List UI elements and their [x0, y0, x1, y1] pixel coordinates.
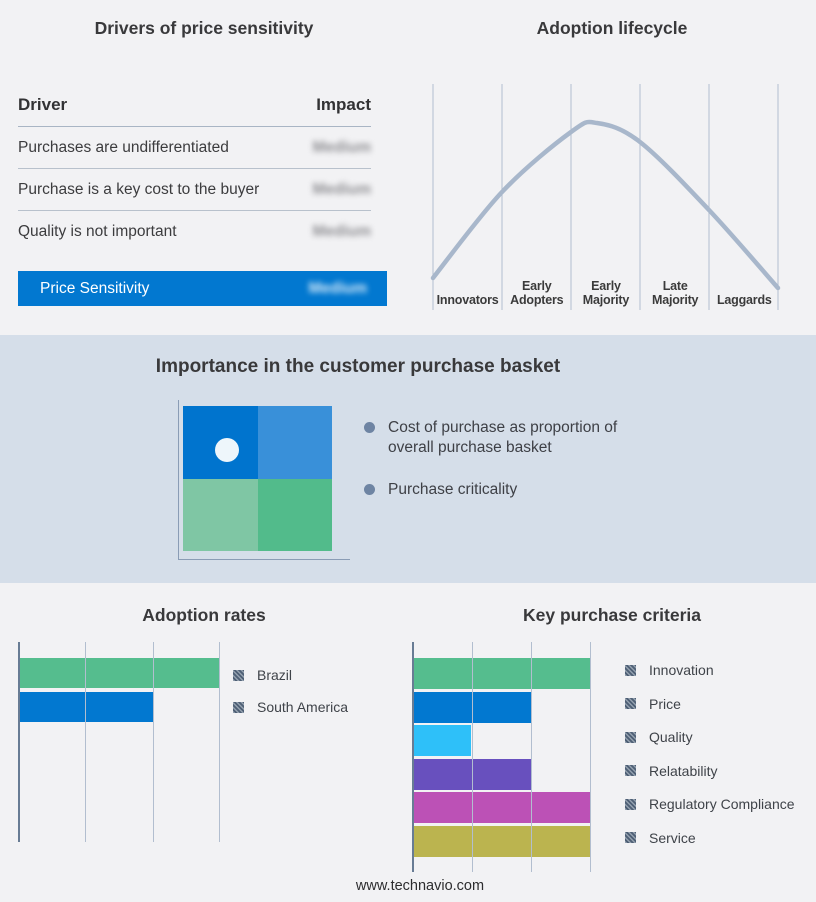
quadrant-cell-bottom-right — [257, 478, 332, 551]
lifecycle-title: Adoption lifecycle — [536, 18, 688, 38]
hatched-legend-marker-icon — [625, 832, 636, 843]
legend-item-south-america: South America — [233, 697, 348, 717]
driver-cell: Purchase is a key cost to the buyer — [18, 181, 260, 198]
purchase-basket-section: Importance in the customer purchase bask… — [0, 335, 816, 583]
legend-item-innovation: Innovation — [625, 660, 795, 680]
quadrant-grid — [183, 406, 332, 551]
bullet-text: Cost of purchase as proportion of overal… — [388, 419, 618, 456]
legend-label: Regulatory Compliance — [649, 796, 795, 812]
bullet-text: Purchase criticality — [388, 480, 518, 498]
stage-label-early-adopters: Early Adopters — [510, 279, 564, 307]
purchase-basket-quadrant-chart — [178, 400, 358, 570]
price-sensitivity-highlight-row: Price Sensitivity Medium — [18, 271, 387, 306]
legend-label: South America — [257, 699, 349, 715]
chart-gridline — [219, 642, 220, 842]
legend-item-relatability: Relatability — [625, 761, 795, 781]
table-row: Quality is not important Medium — [18, 211, 371, 252]
key-criteria-legend: Innovation Price Quality Relatability Regula… — [625, 660, 795, 848]
basket-title: Importance in the customer purchase bask… — [155, 356, 561, 377]
driver-column-header: Driver — [18, 95, 68, 114]
hatched-legend-marker-icon — [625, 731, 636, 743]
adoption-rates-bar-chart — [18, 642, 220, 842]
position-marker-dot — [215, 438, 239, 462]
bullet-item: Cost of purchase as proportion of overal… — [364, 418, 636, 458]
quadrant-cell-top-right — [257, 406, 332, 479]
impact-cell-blurred: Medium — [312, 181, 371, 198]
stage-label-late-majority: Late Majority — [651, 279, 699, 307]
website-url: www.technavio.com — [355, 878, 485, 894]
hatched-legend-marker-icon — [233, 669, 244, 681]
key-criteria-title: Key purchase criteria — [522, 605, 701, 625]
legend-label: Quality — [649, 729, 693, 745]
driver-cell: Purchases are undifferentiated — [18, 139, 229, 156]
chart-axis-line — [412, 642, 414, 872]
price-sensitivity-label: Price Sensitivity — [40, 279, 150, 297]
legend-item-quality: Quality — [625, 727, 795, 747]
chart-gridline — [590, 642, 591, 872]
bell-curve-plot — [430, 84, 781, 310]
driver-cell: Quality is not important — [18, 223, 177, 240]
drivers-panel: Drivers of price sensitivity Driver Impa… — [0, 0, 408, 335]
impact-cell-blurred: Medium — [312, 139, 371, 156]
adoption-rates-title: Adoption rates — [142, 605, 266, 625]
bullet-dot-icon — [364, 422, 375, 433]
drivers-table: Driver Impact Purchases are undifferenti… — [18, 95, 371, 252]
adoption-lifecycle-chart: Innovators Early Adopters Early Majority… — [408, 82, 816, 312]
hatched-legend-marker-icon — [625, 664, 636, 676]
adoption-bell-curve — [430, 119, 781, 291]
chart-gridline — [531, 642, 533, 872]
table-row: Purchase is a key cost to the buyer Medi… — [18, 169, 371, 211]
chart-gridline — [471, 642, 473, 872]
bullet-item: Purchase criticality — [364, 480, 636, 500]
bullet-dot-icon — [364, 483, 375, 495]
bar-regulatory-compliance — [412, 792, 591, 824]
impact-cell-blurred: Medium — [308, 279, 367, 297]
bar-brazil — [18, 658, 220, 688]
quadrant-y-axis — [178, 400, 179, 560]
hatched-legend-marker-icon — [233, 701, 244, 713]
legend-item-price: Price — [625, 694, 795, 714]
legend-item-regulatory-compliance: Regulatory Compliance — [625, 794, 795, 814]
impact-column-header: Impact — [316, 95, 371, 114]
legend-item-service: Service — [625, 828, 795, 848]
key-criteria-bar-chart — [412, 642, 591, 872]
legend-label: Service — [649, 829, 696, 846]
bar-innovation — [412, 658, 591, 689]
bottom-section: Adoption rates Brazil South America Key p… — [0, 583, 816, 902]
hatched-legend-marker-icon — [625, 698, 636, 709]
bar-service — [412, 826, 591, 857]
key-criteria-panel: Key purchase criteria Innovation Price Qua… — [408, 583, 816, 902]
quadrant-cell-bottom-left — [183, 478, 258, 551]
legend-label: Brazil — [257, 667, 293, 683]
adoption-lifecycle-panel: Adoption lifecycle Innovators Early Adop… — [408, 0, 816, 335]
stage-label-innovators: Innovators — [436, 293, 499, 307]
stage-label-early-majority: Early Majority — [582, 279, 630, 307]
hatched-legend-marker-icon — [625, 765, 636, 776]
quadrant-x-axis — [178, 559, 350, 560]
legend-item-brazil: Brazil — [233, 665, 348, 685]
lifecycle-stage-labels: Innovators Early Adopters Early Majority… — [433, 279, 779, 307]
chart-axis-line — [18, 642, 20, 842]
adoption-rates-panel: Adoption rates Brazil South America — [0, 583, 408, 902]
chart-gridline — [85, 642, 87, 842]
drivers-table-header: Driver Impact — [18, 95, 371, 127]
legend-label: Price — [649, 695, 681, 712]
table-row: Purchases are undifferentiated Medium — [18, 127, 371, 169]
bar-quality — [412, 725, 472, 757]
legend-label: Innovation — [649, 662, 714, 678]
adoption-rates-legend: Brazil South America — [233, 665, 348, 717]
chart-gridline — [152, 642, 154, 842]
basket-bullet-list: Cost of purchase as proportion of overal… — [364, 418, 636, 521]
hatched-legend-marker-icon — [625, 798, 636, 810]
impact-cell-blurred: Medium — [312, 223, 371, 240]
top-section: Drivers of price sensitivity Driver Impa… — [0, 0, 816, 335]
drivers-title: Drivers of price sensitivity — [94, 18, 314, 38]
legend-label: Relatability — [649, 762, 718, 779]
stage-label-laggards: Laggards — [717, 293, 772, 307]
